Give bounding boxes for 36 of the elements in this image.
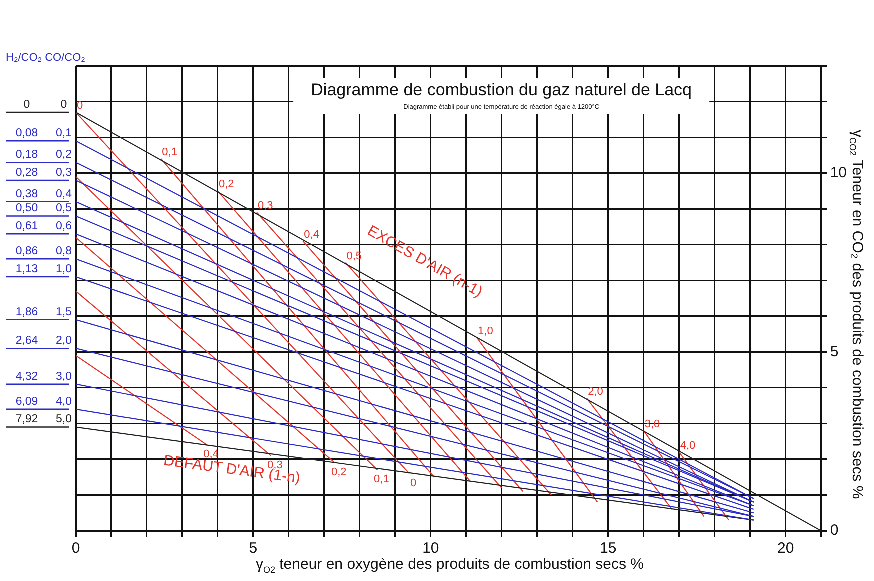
text: 0,38 0,4 [16, 188, 72, 200]
annotation: 4,0 [680, 440, 696, 452]
y-tick-label: 0 [830, 522, 839, 540]
text: 0,18 0,2 [16, 149, 72, 161]
x-tick-label: 0 [72, 540, 80, 558]
x-tick-label: 5 [249, 540, 258, 558]
annotation: 0,1 [374, 474, 390, 486]
text: 2,64 2,0 [16, 335, 72, 347]
annotation: 0 [410, 477, 417, 490]
text: 1,86 1,5 [16, 306, 72, 318]
legend-title: H₂/CO₂ CO/CO₂ [6, 52, 86, 64]
annotation: 1,0 [478, 325, 494, 338]
text: 4,32 3,0 [16, 370, 72, 383]
x-axis-title: γ$_{O2}$ teneur en oxygène des produits de combustion secs % [254, 556, 646, 575]
text: 6,09 4,0 [16, 396, 72, 408]
text: 7,92 5,0 [16, 414, 72, 426]
annotation: 0,4 [304, 228, 320, 241]
x-tick-label: 20 [777, 540, 794, 558]
x-tick-label: 10 [422, 540, 440, 558]
text: 1,13 1,0 [16, 263, 72, 276]
y-tick-label: 5 [830, 343, 839, 360]
annotation: 0,1 [162, 146, 178, 159]
annotation: 0,3 [268, 459, 283, 472]
annotation: 0 [77, 100, 84, 112]
annotation: 0,2 [331, 466, 347, 479]
y-tick-label: 10 [830, 164, 848, 182]
text: 0,28 0,3 [16, 166, 72, 179]
annotation: 0,2 [218, 178, 234, 191]
text: 0,61 0,6 [16, 220, 72, 233]
x-tick-label: 15 [600, 540, 617, 558]
annotation: 2,0 [588, 386, 604, 398]
text: 0 0 [24, 98, 68, 111]
text: 0,86 0,8 [16, 246, 72, 258]
text: 0,08 0,1 [16, 128, 72, 140]
text: 0,50 0,5 [16, 202, 72, 215]
text: Diagramme de combustion du gaz naturel de Lacq [311, 80, 692, 100]
